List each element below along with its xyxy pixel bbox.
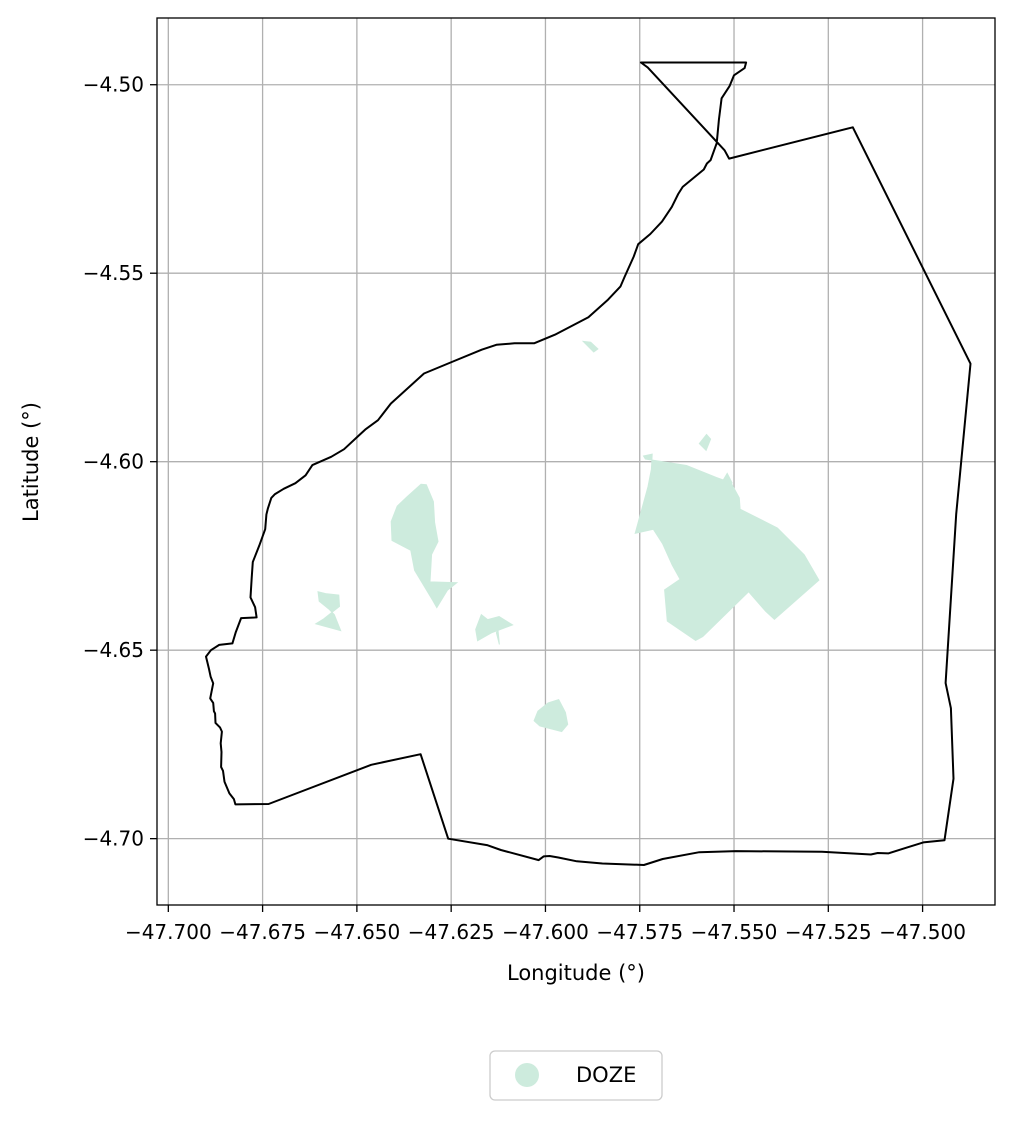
boundary-outline xyxy=(205,61,972,866)
doze-area xyxy=(698,433,712,452)
doze-area xyxy=(653,466,660,480)
x-tick-label: −47.550 xyxy=(691,920,778,944)
doze-area xyxy=(634,453,820,641)
y-tick-label: −4.70 xyxy=(83,827,144,851)
doze-area xyxy=(581,340,599,353)
x-tick-label: −47.500 xyxy=(879,920,966,944)
doze-area xyxy=(475,613,514,642)
legend-box xyxy=(489,1050,663,1101)
doze-area xyxy=(314,591,342,632)
x-tick-label: −47.675 xyxy=(219,920,306,944)
y-tick-label: −4.50 xyxy=(83,73,144,97)
x-tick-label: −47.650 xyxy=(314,920,401,944)
y-tick-label: −4.55 xyxy=(83,261,144,285)
legend-label-doze: DOZE xyxy=(576,1063,636,1087)
y-axis-ticks: −4.50 −4.55 −4.60 −4.65 −4.70 xyxy=(83,73,157,851)
x-axis-ticks: −47.700 −47.675 −47.650 −47.625 −47.600 −47.5… xyxy=(125,905,966,944)
legend-marker-doze xyxy=(515,1063,539,1087)
doze-area xyxy=(722,472,733,489)
x-tick-label: −47.525 xyxy=(785,920,872,944)
doze-areas xyxy=(314,340,820,733)
doze-area xyxy=(390,483,459,609)
doze-area xyxy=(495,628,500,645)
y-tick-label: −4.60 xyxy=(83,450,144,474)
x-tick-label: −47.575 xyxy=(596,920,683,944)
doze-area xyxy=(533,698,569,733)
x-tick-label: −47.600 xyxy=(502,920,589,944)
doze-area xyxy=(684,597,695,605)
x-tick-label: −47.700 xyxy=(125,920,212,944)
y-tick-label: −4.65 xyxy=(83,638,144,662)
grid-lines xyxy=(157,18,995,905)
x-tick-label: −47.625 xyxy=(408,920,495,944)
y-axis-label: Latitude (°) xyxy=(19,402,43,522)
legend: DOZE xyxy=(489,1050,663,1101)
doze-area xyxy=(645,495,652,509)
boundary-line xyxy=(205,61,972,866)
x-axis-label: Longitude (°) xyxy=(507,961,645,985)
